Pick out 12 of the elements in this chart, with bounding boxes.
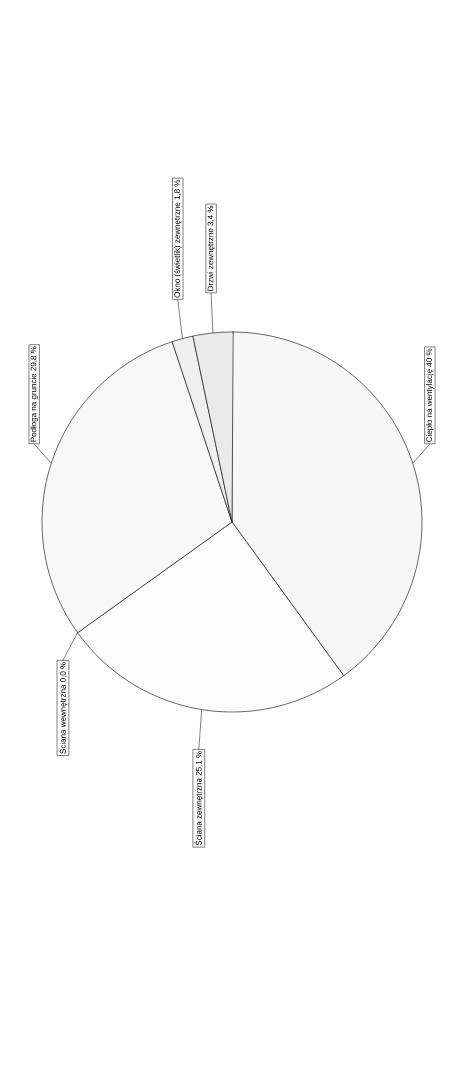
data-label: 3,4 %	[207, 205, 215, 226]
slice-label: Drzwi zewnętrzne	[207, 228, 215, 291]
slice-label: Podłoga na gruncie	[30, 373, 38, 442]
slice-label: Okno (świetlik) zewnętrzne	[173, 202, 182, 298]
slice-label: Ciepło na wentylację	[426, 369, 434, 442]
data-label: 40 %	[426, 348, 432, 367]
text: 0,0 %	[60, 662, 67, 683]
category-label: Ściana wewnętrzna	[58, 684, 68, 754]
data-label: 25,1 %	[195, 751, 203, 776]
slice-label: Ściana zewnętrzna	[194, 778, 204, 846]
data-label: 29,8 %	[30, 346, 38, 371]
data-label: 1,8 %	[174, 179, 181, 200]
